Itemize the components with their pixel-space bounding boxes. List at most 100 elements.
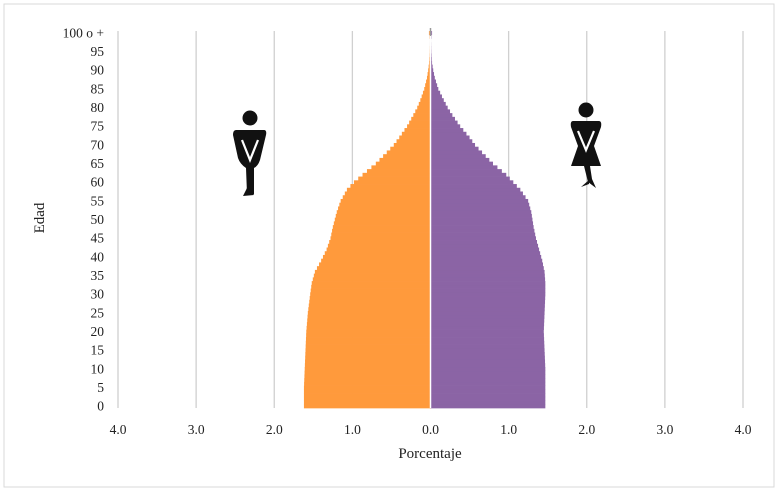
bar-left [305,363,431,367]
bar-left [397,139,431,143]
bar-right [431,296,546,300]
bar-left [329,240,430,244]
bar-right [431,359,546,363]
bar-left [311,289,431,293]
bar-left [311,285,430,289]
bar-right [431,337,545,341]
bar-right [431,389,546,393]
bar-left [420,98,430,102]
bar-right [431,218,533,222]
bar-left [341,199,431,203]
bar-left [304,378,430,382]
y-tick-label: 75 [91,119,105,134]
bar-left [345,192,431,196]
bar-left [331,236,431,240]
bar-right [431,322,545,326]
bar-right [431,240,538,244]
bar-left [304,374,430,378]
bar-left [413,113,430,117]
bar-left [304,389,431,393]
bar-right [431,165,498,169]
bar-left [376,162,431,166]
bar-right [431,289,546,293]
bar-right [431,206,531,210]
bar-left [379,158,430,162]
x-tick-label: 2.0 [578,422,595,437]
bar-left [383,154,430,158]
y-tick-label: 30 [91,287,105,302]
bar-right [431,281,546,285]
bar-right [431,136,470,140]
bar-left [343,195,431,199]
bar-left [309,303,431,307]
bar-left [306,337,431,341]
bar-right [431,132,467,136]
bar-right [431,341,545,345]
bar-left [336,214,431,218]
bar-right [431,87,439,91]
bar-right [431,188,521,192]
bar-left [310,296,431,300]
bar-left [305,367,431,371]
bar-left [323,255,431,259]
bar-left [307,322,431,326]
bar-left [304,393,431,397]
bar-right [431,158,490,162]
x-tick-label: 3.0 [188,422,205,437]
bar-left [387,150,431,154]
bar-right [431,345,545,349]
bar-left [327,248,431,252]
bar-left [304,386,431,390]
bar-right [431,401,546,405]
bar-right [431,248,540,252]
bar-right [431,255,542,259]
bar-left [304,404,431,408]
bar-right [431,180,514,184]
y-tick-label: 20 [91,324,105,339]
bar-right [431,169,502,173]
bar-left [417,106,430,110]
bar-right [431,154,486,158]
bar-left [331,233,430,237]
bar-left [334,221,431,225]
x-tick-label: 1.0 [500,422,517,437]
bar-right [431,292,546,296]
bar-right [431,330,544,334]
bar-right [431,214,532,218]
bar-left [407,124,430,128]
y-tick-label: 90 [91,63,105,78]
bar-left [337,210,431,214]
bar-right [431,274,545,278]
bar-right [431,143,476,147]
bar-right [431,262,544,266]
x-tick-label: 2.0 [266,422,283,437]
x-tick-label: 4.0 [735,422,752,437]
bar-left [411,117,430,121]
bar-left [314,274,431,278]
y-tick-label: 40 [91,249,105,264]
bar-left [306,348,431,352]
bar-right [431,203,530,207]
y-tick-label: 50 [91,212,105,227]
bar-left [308,315,431,319]
bar-right [431,382,546,386]
bar-left [306,341,431,345]
bar-right [431,113,453,117]
bar-left [419,102,431,106]
bar-right [431,221,534,225]
bar-right [431,307,545,311]
bar-left [304,382,430,386]
bar-right [431,363,546,367]
bar-left [312,281,431,285]
bar-left [308,307,430,311]
bar-left [333,225,431,229]
bar-left [404,128,430,132]
bar-right [431,199,529,203]
bar-left [371,165,430,169]
bar-left [313,277,431,281]
y-tick-label: 65 [91,156,105,171]
bar-right [431,277,546,281]
bar-right [431,303,545,307]
